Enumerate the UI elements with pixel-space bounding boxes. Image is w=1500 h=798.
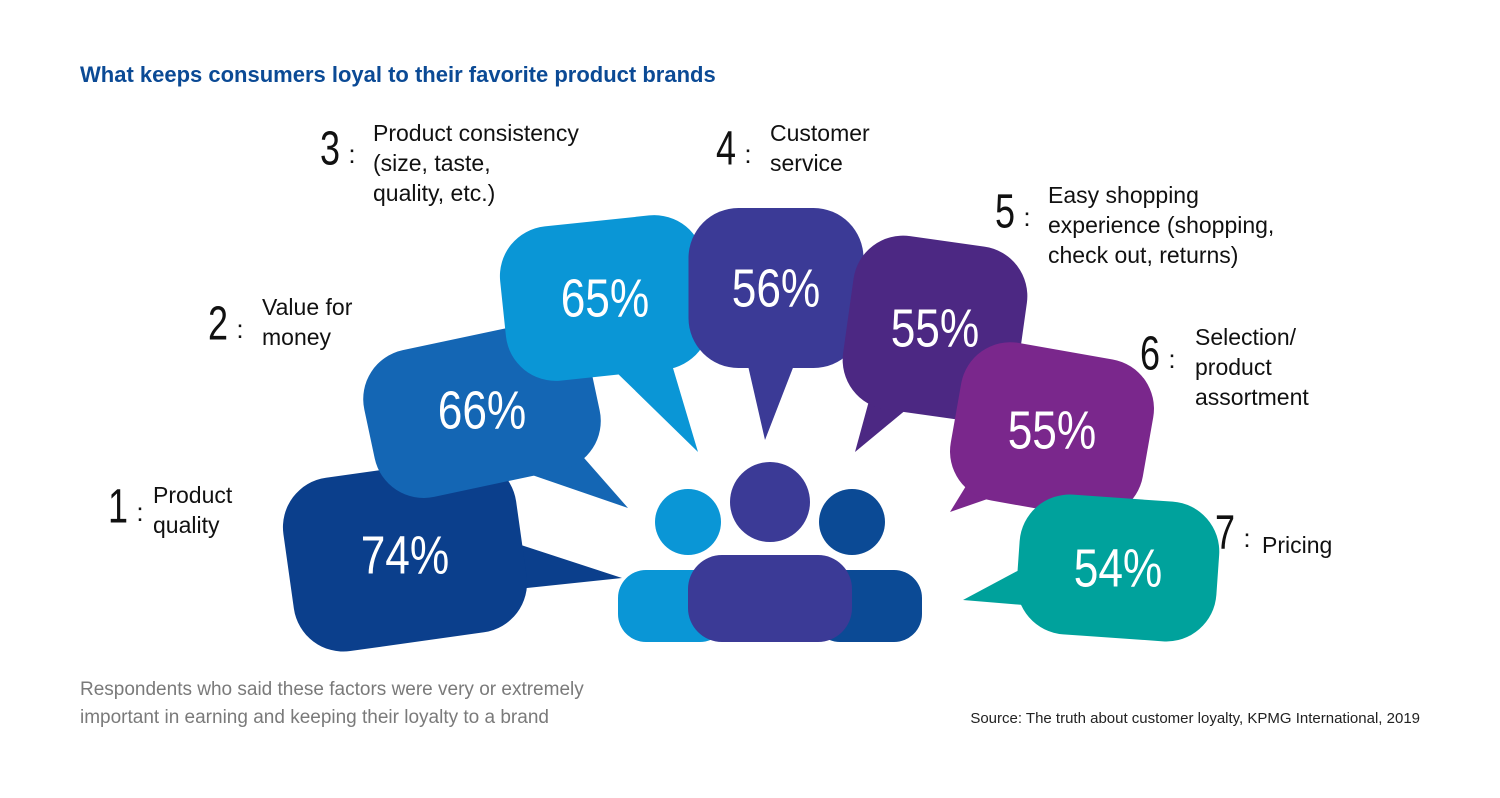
separator: : <box>136 497 143 527</box>
bubble-tail <box>743 346 800 440</box>
title: What keeps consumers loyal to their favo… <box>80 62 716 87</box>
percent: 66% <box>438 380 527 440</box>
speech-bubble: 54% <box>963 494 1220 642</box>
label-line: Product consistency <box>373 120 579 146</box>
note-line: Respondents who said these factors were … <box>80 679 584 700</box>
body <box>688 555 852 642</box>
rank: 5 <box>995 185 1015 238</box>
separator: : <box>348 139 355 169</box>
percent: 55% <box>891 298 980 358</box>
label-line: quality, etc.) <box>373 180 495 206</box>
speech-bubble: 56% <box>688 208 864 440</box>
label-line: (size, taste, <box>373 150 491 176</box>
label-line: Pricing <box>1262 532 1332 558</box>
label-line: Value for <box>262 294 353 320</box>
bubble-body <box>1016 494 1220 642</box>
people-icon <box>618 462 922 642</box>
rank: 6 <box>1140 327 1160 380</box>
label-line: product <box>1195 354 1272 380</box>
rank: 4 <box>716 122 736 175</box>
label-line: assortment <box>1195 384 1309 410</box>
bubble-body <box>499 215 711 381</box>
source: Source: The truth about customer loyalty… <box>970 710 1420 727</box>
speech-bubble: 65% <box>499 215 711 452</box>
note-line: important in earning and keeping their l… <box>80 707 549 728</box>
percent: 55% <box>1008 400 1097 460</box>
percent: 65% <box>561 268 650 328</box>
label-line: Customer <box>770 120 870 146</box>
separator: : <box>744 139 751 169</box>
separator: : <box>1243 523 1250 553</box>
label-line: service <box>770 150 843 176</box>
label-line: quality <box>153 512 220 538</box>
bubble-body <box>950 342 1154 518</box>
label-line: experience (shopping, <box>1048 212 1274 238</box>
label-line: money <box>262 324 332 350</box>
percent: 74% <box>361 525 450 585</box>
head <box>819 489 885 555</box>
separator: : <box>1168 344 1175 374</box>
rank: 2 <box>208 297 228 350</box>
label-line: Selection/ <box>1195 324 1297 350</box>
rank: 7 <box>1215 506 1235 559</box>
rank: 1 <box>108 480 128 533</box>
label-line: check out, returns) <box>1048 242 1238 268</box>
separator: : <box>1023 202 1030 232</box>
separator: : <box>236 314 243 344</box>
label-line: Product <box>153 482 233 508</box>
bubble-body <box>688 208 864 368</box>
speech-bubble: 74% <box>282 458 622 652</box>
label-line: Easy shopping <box>1048 182 1199 208</box>
rank: 3 <box>320 122 340 175</box>
speech-bubble: 55% <box>950 342 1154 518</box>
bubble-body <box>282 458 528 652</box>
percent: 54% <box>1074 538 1163 598</box>
head <box>730 462 810 542</box>
head <box>655 489 721 555</box>
percent: 56% <box>732 258 821 318</box>
